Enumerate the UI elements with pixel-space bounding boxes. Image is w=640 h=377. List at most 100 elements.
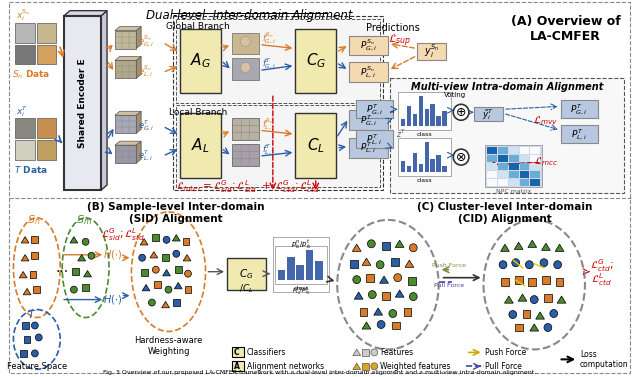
Circle shape [173, 250, 180, 257]
Text: Local Branch: Local Branch [168, 108, 227, 117]
Circle shape [82, 238, 89, 245]
FancyBboxPatch shape [522, 310, 531, 317]
FancyBboxPatch shape [20, 350, 27, 357]
Polygon shape [140, 239, 148, 245]
FancyBboxPatch shape [488, 155, 497, 162]
Polygon shape [536, 312, 545, 319]
Circle shape [389, 310, 397, 317]
Text: 1: 1 [391, 109, 396, 113]
FancyBboxPatch shape [498, 171, 508, 178]
Circle shape [163, 236, 170, 243]
FancyBboxPatch shape [531, 163, 540, 170]
FancyBboxPatch shape [509, 147, 518, 154]
Text: $\mathcal{L}_{sup}$: $\mathcal{L}_{sup}$ [388, 32, 412, 49]
Text: (C) Cluster-level Inter-domain
(CID) Alignment: (C) Cluster-level Inter-domain (CID) Ali… [417, 202, 593, 224]
Polygon shape [84, 270, 92, 277]
FancyBboxPatch shape [406, 166, 412, 172]
Circle shape [453, 149, 469, 165]
Text: $\otimes$: $\otimes$ [456, 151, 467, 164]
FancyBboxPatch shape [349, 138, 388, 158]
FancyBboxPatch shape [498, 147, 508, 154]
Text: $f_{G,i}^{S_n}$: $f_{G,i}^{S_n}$ [262, 31, 276, 46]
Text: NPC matrix: NPC matrix [496, 189, 531, 194]
FancyBboxPatch shape [349, 35, 388, 55]
FancyBboxPatch shape [15, 140, 35, 160]
FancyBboxPatch shape [115, 115, 136, 133]
Text: $\oplus$: $\oplus$ [456, 106, 467, 119]
Polygon shape [163, 270, 170, 276]
Text: $p_{l_0}^n/p_{l_0}^t$: $p_{l_0}^n/p_{l_0}^t$ [291, 237, 312, 251]
FancyBboxPatch shape [180, 113, 221, 178]
FancyBboxPatch shape [401, 119, 405, 126]
Circle shape [139, 254, 145, 261]
Polygon shape [136, 141, 141, 163]
Circle shape [148, 299, 156, 306]
Circle shape [377, 320, 385, 328]
FancyBboxPatch shape [520, 171, 529, 178]
Circle shape [184, 270, 191, 277]
Polygon shape [78, 254, 86, 261]
FancyBboxPatch shape [391, 258, 399, 266]
Text: class: class [416, 178, 432, 183]
FancyBboxPatch shape [390, 78, 624, 193]
Circle shape [353, 276, 360, 284]
FancyBboxPatch shape [488, 171, 497, 178]
Text: $T$: $T$ [27, 308, 36, 320]
FancyBboxPatch shape [515, 276, 522, 284]
FancyBboxPatch shape [419, 164, 423, 172]
Text: class: class [416, 132, 432, 137]
FancyBboxPatch shape [544, 294, 552, 302]
FancyBboxPatch shape [8, 2, 630, 373]
FancyBboxPatch shape [382, 242, 390, 250]
Text: Alignment networks: Alignment networks [246, 362, 324, 371]
FancyBboxPatch shape [175, 266, 182, 273]
FancyBboxPatch shape [15, 44, 35, 64]
Text: Multi-view Intra-domain Alignment: Multi-view Intra-domain Alignment [411, 83, 603, 92]
FancyBboxPatch shape [397, 92, 451, 130]
Polygon shape [396, 240, 404, 247]
FancyBboxPatch shape [382, 292, 390, 300]
FancyBboxPatch shape [176, 18, 380, 103]
Polygon shape [136, 111, 141, 133]
FancyBboxPatch shape [176, 105, 380, 187]
Polygon shape [362, 258, 371, 265]
Text: (B) Sample-level Inter-domain
(SID) Alignment: (B) Sample-level Inter-domain (SID) Alig… [86, 202, 264, 224]
FancyBboxPatch shape [173, 299, 180, 306]
Polygon shape [396, 290, 404, 297]
FancyBboxPatch shape [115, 60, 136, 78]
Circle shape [376, 261, 384, 269]
Text: $\mathcal{L}_{mcc}$: $\mathcal{L}_{mcc}$ [534, 156, 558, 169]
Circle shape [165, 286, 172, 293]
FancyBboxPatch shape [350, 260, 358, 268]
FancyBboxPatch shape [232, 58, 259, 80]
Polygon shape [362, 322, 371, 329]
Circle shape [35, 334, 42, 341]
Text: $P_{G,i}^{T}$: $P_{G,i}^{T}$ [365, 102, 383, 116]
Text: Hardness-aware
Weighting: Hardness-aware Weighting [134, 336, 203, 356]
Polygon shape [374, 308, 383, 315]
Text: $y_i^{S_n}$: $y_i^{S_n}$ [424, 43, 440, 60]
Circle shape [394, 274, 401, 282]
FancyBboxPatch shape [488, 163, 497, 170]
Text: $P_{G,i}^{S_n}$: $P_{G,i}^{S_n}$ [360, 38, 377, 54]
Text: $H(\cdot)$: $H(\cdot)$ [103, 248, 122, 261]
FancyBboxPatch shape [360, 308, 367, 316]
FancyBboxPatch shape [561, 125, 598, 143]
FancyBboxPatch shape [520, 179, 529, 186]
Text: class: class [293, 286, 309, 291]
FancyBboxPatch shape [431, 159, 435, 172]
Polygon shape [353, 349, 360, 356]
Text: $e_{G,i}^T$: $e_{G,i}^T$ [138, 118, 155, 133]
Text: $C_G$: $C_G$ [305, 51, 326, 70]
Text: $/C_L$: $/C_L$ [239, 283, 253, 295]
Polygon shape [136, 27, 141, 49]
Text: $A_L$: $A_L$ [191, 136, 210, 155]
FancyBboxPatch shape [542, 276, 550, 284]
Text: $x_i^{S_n}$: $x_i^{S_n}$ [17, 7, 31, 23]
Text: $C_L$: $C_L$ [307, 136, 324, 155]
FancyBboxPatch shape [509, 163, 518, 170]
Circle shape [509, 311, 516, 319]
Text: Features: Features [380, 348, 413, 357]
Text: Push Force: Push Force [433, 263, 467, 268]
Circle shape [499, 261, 507, 269]
